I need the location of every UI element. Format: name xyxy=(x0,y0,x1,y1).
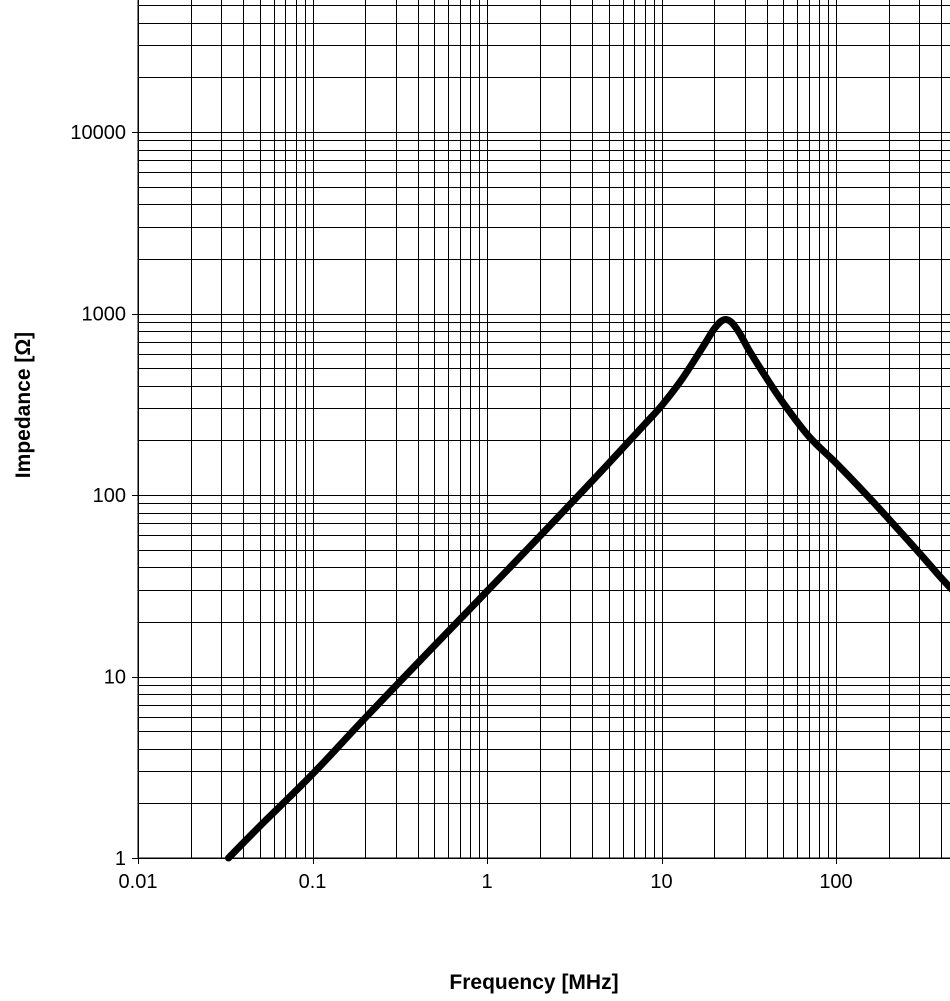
y-tick-label: 1 xyxy=(115,848,126,870)
y-tick-label: 10 xyxy=(104,667,126,689)
x-tick-label: 0.1 xyxy=(299,871,327,893)
tick-labels: 0.01 0.1 1 10 100 1 10 100 1000 10000 xyxy=(70,122,852,893)
impedance-curve xyxy=(225,315,950,862)
x-tick-label: 1 xyxy=(481,871,492,893)
x-tick-label: 10 xyxy=(650,871,672,893)
y-tick-label: 10000 xyxy=(70,122,126,144)
axes xyxy=(132,0,950,864)
x-tick-label: 100 xyxy=(819,871,852,893)
y-tick-label: 1000 xyxy=(82,304,127,326)
series-layer xyxy=(225,315,950,862)
y-axis-title: Impedance [Ω] xyxy=(12,332,35,478)
x-axis-title: Frequency [MHz] xyxy=(449,971,618,994)
y-tick-label: 100 xyxy=(93,485,126,507)
x-tick-label: 0.01 xyxy=(119,871,158,893)
grid xyxy=(138,0,950,858)
